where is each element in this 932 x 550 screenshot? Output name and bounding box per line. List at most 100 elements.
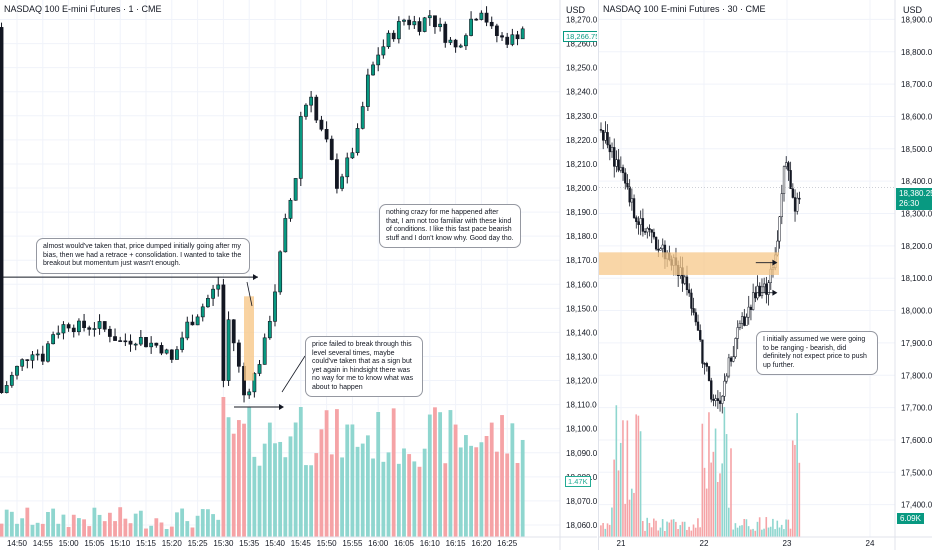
chart-canvas-1min[interactable]: 18,060.0018,070.0018,080.0018,090.0018,1…	[0, 0, 597, 550]
volume-bar	[402, 448, 406, 537]
candle-body	[798, 197, 801, 200]
chart-pane-30min[interactable]: 17,400.00 17,500.00 17,600.00 17,700.00 17,8…	[598, 0, 932, 550]
candle-body	[335, 159, 339, 189]
volume-bar	[365, 435, 370, 537]
candle-body	[734, 338, 737, 357]
volume-bar	[639, 431, 642, 537]
y-tick-label: 18,210.00	[566, 160, 597, 169]
y-tick-label: 18,070.00	[566, 497, 597, 506]
candle-body	[304, 104, 308, 117]
volume-bar	[754, 530, 757, 537]
volume-bar	[600, 525, 602, 537]
candle-body	[262, 337, 267, 365]
volume-bar	[769, 526, 772, 537]
candle-body	[754, 292, 757, 299]
candle-body	[40, 353, 45, 362]
volume-bar	[783, 529, 785, 537]
candle-body	[200, 306, 205, 318]
chart-canvas-30min[interactable]: 17,400.00 17,500.00 17,600.00 17,700.00 17,8…	[599, 0, 932, 550]
volume-bar	[216, 519, 221, 537]
candle-body	[515, 34, 520, 40]
volume-bar	[396, 463, 401, 537]
volume-bar	[180, 508, 185, 537]
currency-label: USD	[903, 5, 923, 15]
candle-body	[707, 366, 711, 381]
currency-label: USD	[566, 5, 586, 15]
annotation-note[interactable]: price failed to break through this level…	[305, 336, 423, 397]
volume-bar	[752, 528, 754, 537]
volume-bar	[758, 517, 761, 537]
chart-title: NASDAQ 100 E-mini Futures · 30 · CME	[603, 4, 766, 14]
x-tick-label: 16:00	[368, 539, 389, 548]
x-tick-label: 15:50	[317, 539, 338, 548]
volume-bar	[458, 447, 463, 537]
candle-body	[82, 320, 86, 328]
y-tick-label: 17,400.00	[901, 501, 932, 510]
volume-bar	[756, 521, 759, 537]
volume-bar	[412, 461, 417, 537]
volume-bar	[236, 420, 241, 537]
volume-bar	[630, 488, 633, 537]
volume-bar	[641, 521, 644, 537]
candle-body	[479, 12, 484, 20]
candle-body	[211, 288, 215, 299]
arrow-head	[253, 274, 258, 281]
last-price-badge: 18,266.75	[563, 31, 597, 42]
volume-bar	[61, 514, 66, 537]
candle-body	[0, 27, 4, 394]
candle-body	[505, 36, 510, 45]
volume-bar	[798, 462, 801, 537]
candle-body	[92, 328, 97, 330]
candle-body	[185, 321, 190, 339]
volume-bar	[655, 520, 657, 537]
x-tick-label: 22	[700, 539, 709, 548]
annotation-note[interactable]: I initially assumed we were going to be …	[756, 331, 878, 375]
volume-bar	[118, 507, 123, 537]
volume-bar	[324, 410, 329, 537]
volume-bar	[335, 409, 339, 537]
volume-bar	[164, 528, 169, 537]
volume-bar	[314, 453, 319, 537]
volume-bar	[637, 415, 640, 537]
candle-body	[701, 339, 704, 364]
candle-body	[278, 251, 283, 293]
x-tick-label: 21	[617, 539, 626, 548]
candle-body	[793, 197, 797, 212]
y-tick-label: 18,230.00	[566, 112, 597, 121]
candle-body	[703, 363, 706, 365]
candle-body	[15, 365, 19, 376]
candle-body	[458, 45, 463, 48]
volume-bar	[46, 511, 50, 537]
volume-bar	[747, 526, 750, 537]
volume-bar	[772, 518, 774, 537]
x-tick-label: 15:15	[136, 539, 157, 548]
candle-body	[751, 292, 755, 310]
volume-bar	[489, 422, 494, 537]
candle-body	[340, 176, 344, 189]
volume-bar	[633, 492, 635, 537]
candle-body	[464, 35, 468, 47]
volume-bar	[469, 445, 473, 537]
volume-bar	[102, 521, 107, 537]
volume-bar	[500, 415, 504, 537]
volume-bar	[494, 451, 499, 537]
volume-bar	[252, 456, 257, 537]
volume-bar	[703, 467, 706, 537]
volume-bar	[789, 528, 792, 537]
volume-bar	[133, 513, 138, 537]
chart-title: NASDAQ 100 E-mini Futures · 1 · CME	[4, 4, 162, 14]
candle-body	[180, 337, 185, 350]
candle-body	[785, 162, 788, 167]
annotation-note[interactable]: nothing crazy for me happened after that…	[379, 204, 521, 248]
volume-bar	[608, 524, 611, 537]
candle-body	[396, 21, 401, 40]
volume-bar	[92, 507, 97, 537]
y-tick-label: 18,110.00	[566, 401, 597, 410]
chart-pane-1min[interactable]: 18,060.0018,070.0018,080.0018,090.0018,1…	[0, 0, 597, 550]
candle-body	[721, 395, 724, 404]
candle-body	[30, 354, 35, 361]
candle-body	[630, 198, 634, 203]
candle-body	[164, 349, 169, 354]
annotation-note[interactable]: almost would've taken that, price dumped…	[36, 238, 250, 274]
candle-body	[273, 291, 277, 322]
